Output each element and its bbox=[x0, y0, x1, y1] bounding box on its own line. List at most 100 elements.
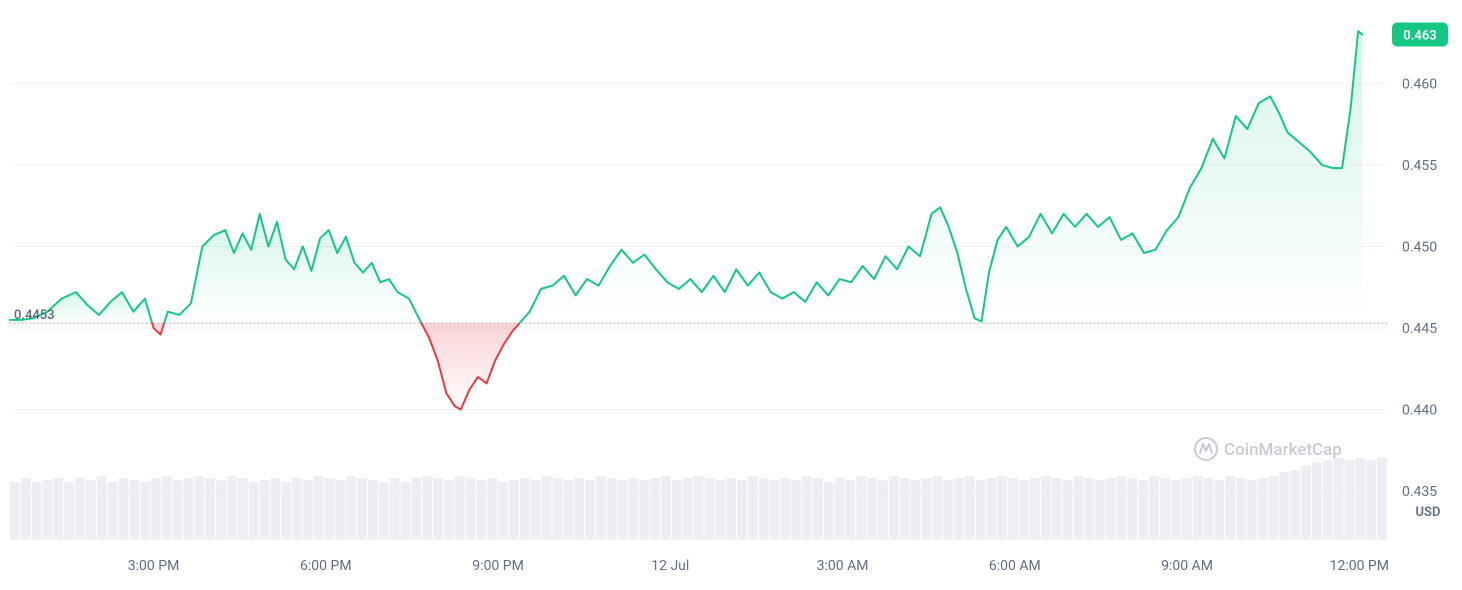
volume-bar bbox=[965, 476, 975, 540]
volume-bar bbox=[921, 478, 931, 540]
watermark: CoinMarketCap bbox=[1195, 438, 1342, 460]
volume-bar bbox=[53, 478, 63, 540]
x-tick-label: 12 Jul bbox=[651, 558, 689, 574]
volume-bar bbox=[748, 476, 758, 540]
volume-bar bbox=[1084, 478, 1094, 540]
volume-bar bbox=[1073, 476, 1083, 540]
volume-bar bbox=[867, 478, 877, 540]
volume-bar bbox=[129, 480, 139, 540]
volume-bar bbox=[1182, 478, 1192, 540]
volume-bar bbox=[119, 478, 129, 540]
volume-bar bbox=[86, 480, 96, 540]
volume-bar bbox=[1062, 480, 1072, 540]
volume-bar bbox=[1128, 478, 1138, 540]
volume-bar bbox=[477, 480, 487, 540]
volume-bar bbox=[346, 476, 356, 540]
volume-bar bbox=[75, 478, 85, 540]
volume-bar bbox=[726, 478, 736, 540]
x-tick-label: 6:00 AM bbox=[989, 558, 1041, 574]
x-tick-label: 12:00 PM bbox=[1330, 558, 1389, 574]
volume-bar bbox=[574, 478, 584, 540]
volume-bar bbox=[932, 476, 942, 540]
volume-bar bbox=[1279, 472, 1289, 540]
price-chart[interactable]: 0.4350.4400.4450.4500.4550.4603:00 PM6:0… bbox=[0, 0, 1462, 590]
volume-bar bbox=[618, 480, 628, 540]
volume-bar bbox=[194, 476, 204, 540]
volume-bar bbox=[694, 476, 704, 540]
volume-bar bbox=[184, 478, 194, 540]
x-tick-label: 6:00 PM bbox=[300, 558, 352, 574]
volume-bar bbox=[325, 478, 335, 540]
volume-bar bbox=[238, 478, 248, 540]
volume-bar bbox=[1204, 478, 1214, 540]
volume-bar bbox=[292, 478, 302, 540]
volume-bar bbox=[64, 482, 74, 540]
volume-bar bbox=[498, 482, 508, 540]
volume-bar bbox=[976, 480, 986, 540]
volume-bar bbox=[1106, 478, 1116, 540]
volume-bar bbox=[1225, 476, 1235, 540]
volume-bar bbox=[411, 478, 421, 540]
volume-bar bbox=[997, 476, 1007, 540]
volume-bar bbox=[1355, 458, 1365, 540]
volume-bar bbox=[1030, 478, 1040, 540]
volume-bar bbox=[987, 478, 997, 540]
volume-bar bbox=[1312, 462, 1322, 540]
volume-bar bbox=[835, 478, 845, 540]
volume-bar bbox=[1019, 480, 1029, 540]
volume-bar bbox=[270, 478, 280, 540]
volume-bar bbox=[422, 476, 432, 540]
volume-bar bbox=[672, 480, 682, 540]
y-tick-label: 0.440 bbox=[1402, 403, 1437, 419]
volume-bar bbox=[628, 478, 638, 540]
volume-bar bbox=[379, 482, 389, 540]
volume-bar bbox=[1052, 478, 1062, 540]
volume-bar bbox=[1138, 480, 1148, 540]
volume-bar bbox=[791, 480, 801, 540]
volume-bar bbox=[1247, 480, 1257, 540]
volume-bar bbox=[1160, 478, 1170, 540]
volume-bar bbox=[466, 478, 476, 540]
volume-bar bbox=[542, 476, 552, 540]
y-tick-label: 0.445 bbox=[1402, 321, 1437, 337]
volume-bar bbox=[1301, 466, 1311, 540]
volume-bar bbox=[553, 478, 563, 540]
volume-bar bbox=[531, 480, 541, 540]
volume-bar bbox=[444, 480, 454, 540]
volume-bar bbox=[390, 478, 400, 540]
y-tick-label: 0.460 bbox=[1402, 76, 1437, 92]
volume-bar bbox=[260, 480, 270, 540]
volume-bar bbox=[1323, 460, 1333, 540]
volume-bar bbox=[455, 476, 465, 540]
y-tick-label: 0.455 bbox=[1402, 158, 1437, 174]
volume-bar bbox=[509, 480, 519, 540]
volume-bar bbox=[900, 478, 910, 540]
volume-bar bbox=[314, 476, 324, 540]
currency-label: USD bbox=[1416, 505, 1441, 520]
volume-bar bbox=[520, 478, 530, 540]
volume-bar bbox=[151, 478, 161, 540]
volume-bar bbox=[802, 476, 812, 540]
volume-bar bbox=[32, 482, 42, 540]
volume-bar bbox=[1290, 470, 1300, 540]
volume-bar bbox=[607, 478, 617, 540]
chart-svg: 0.4350.4400.4450.4500.4550.4603:00 PM6:0… bbox=[0, 0, 1462, 590]
volume-bar bbox=[878, 480, 888, 540]
volume-bar bbox=[639, 480, 649, 540]
volume-bar bbox=[433, 478, 443, 540]
volume-bar bbox=[1269, 476, 1279, 540]
volume-bar bbox=[1345, 460, 1355, 540]
price-badge-label: 0.463 bbox=[1403, 28, 1436, 43]
volume-bar bbox=[205, 478, 215, 540]
volume-bar bbox=[943, 480, 953, 540]
volume-bar bbox=[585, 480, 595, 540]
area-above bbox=[520, 31, 1363, 323]
svg-text:CoinMarketCap: CoinMarketCap bbox=[1224, 440, 1342, 460]
volume-bar bbox=[1366, 460, 1376, 540]
volume-bar bbox=[357, 478, 367, 540]
x-tick-label: 3:00 PM bbox=[128, 558, 180, 574]
baseline-label: 0.4453 bbox=[14, 308, 55, 323]
volume-bar bbox=[1117, 476, 1127, 540]
volume-bar bbox=[1377, 458, 1387, 540]
volume-bar bbox=[97, 476, 107, 540]
